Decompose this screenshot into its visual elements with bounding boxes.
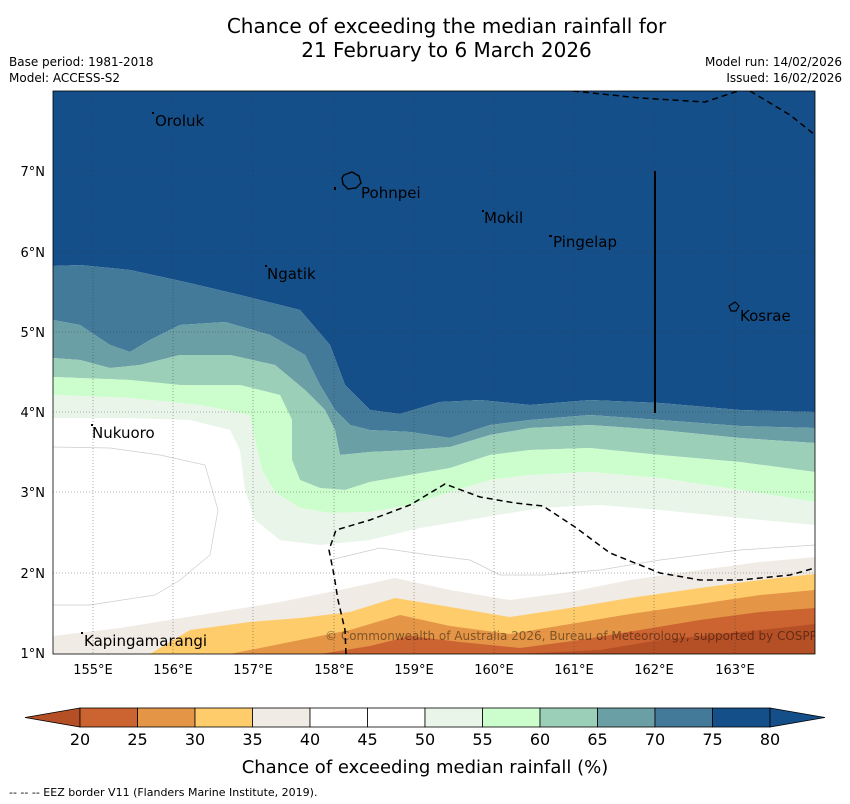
lat-tick-1: 1°N bbox=[21, 647, 46, 662]
lat-tick-7: 7°N bbox=[21, 165, 46, 180]
issued-label: Issued: 16/02/2026 bbox=[726, 71, 842, 85]
lon-tick-160: 160°E bbox=[474, 663, 514, 678]
lat-tick-6: 6°N bbox=[21, 246, 46, 261]
colorbar: 20 25 30 35 40 45 50 55 60 65 70 75 80 bbox=[24, 707, 826, 749]
title-line-1: Chance of exceeding the median rainfall … bbox=[226, 14, 667, 38]
footnote: -- -- -- EEZ border V11 (Flanders Marine… bbox=[9, 786, 318, 799]
band-55 bbox=[53, 395, 815, 545]
lat-tick-2: 2°N bbox=[21, 567, 46, 582]
band-20 bbox=[520, 624, 815, 654]
place-label-mokil: Mokil bbox=[484, 209, 523, 227]
lat-tick-3: 3°N bbox=[21, 486, 46, 501]
colorbar-tick-label: 20 bbox=[70, 730, 90, 749]
colorbar-box bbox=[597, 707, 656, 728]
colorbar-box bbox=[137, 707, 196, 728]
colorbar-box bbox=[482, 707, 541, 728]
lat-tick-5: 5°N bbox=[21, 326, 46, 341]
colorbar-box bbox=[309, 707, 368, 728]
colorbar-tick-label: 75 bbox=[702, 730, 722, 749]
colorbar-box bbox=[367, 707, 426, 728]
colorbar-arrow-high bbox=[769, 707, 826, 728]
kosrae-island-shape bbox=[728, 301, 740, 312]
colorbar-box bbox=[539, 707, 598, 728]
title-line-2: 21 February to 6 March 2026 bbox=[301, 38, 592, 62]
place-label-kosrae: Kosrae bbox=[740, 307, 791, 325]
colorbar-box bbox=[712, 707, 771, 728]
band-60 bbox=[53, 377, 815, 513]
band-80 bbox=[53, 91, 815, 414]
graticule bbox=[53, 91, 815, 654]
atoll-markers bbox=[81, 112, 552, 634]
lon-tick-163: 163°E bbox=[715, 663, 755, 678]
colorbar-box bbox=[194, 707, 253, 728]
model-label: Model: ACCESS-S2 bbox=[9, 71, 121, 85]
colorbar-tick-label: 45 bbox=[357, 730, 377, 749]
colorbar-tick-label: 65 bbox=[587, 730, 607, 749]
colorbar-box bbox=[654, 707, 713, 728]
colorbar-tick-label: 30 bbox=[185, 730, 205, 749]
colorbar-tick-label: 55 bbox=[472, 730, 492, 749]
lon-tick-158: 158°E bbox=[314, 663, 354, 678]
place-label-pohnpei: Pohnpei bbox=[361, 184, 421, 202]
colorbar-arrow-low bbox=[24, 707, 81, 728]
probability-field: © Commonwealth of Australia 2026, Bureau… bbox=[53, 91, 830, 654]
colorbar-box bbox=[252, 707, 311, 728]
colorbar-tick-label: 70 bbox=[645, 730, 665, 749]
lon-tick-157: 157°E bbox=[233, 663, 273, 678]
colorbar-tick-label: 80 bbox=[760, 730, 780, 749]
band-75 bbox=[53, 265, 815, 438]
lon-tick-161: 161°E bbox=[554, 663, 594, 678]
map-frame bbox=[52, 90, 816, 655]
lon-tick-155: 155°E bbox=[73, 663, 113, 678]
colorbar-label: Chance of exceeding median rainfall (%) bbox=[242, 757, 609, 778]
colorbar-tick-label: 35 bbox=[242, 730, 262, 749]
colorbar-tick-label: 50 bbox=[415, 730, 435, 749]
model-run-label: Model run: 14/02/2026 bbox=[704, 55, 842, 69]
colorbar-box bbox=[79, 707, 138, 728]
band-65 bbox=[53, 355, 815, 490]
place-label-nukuoro: Nukuoro bbox=[92, 424, 155, 442]
colorbar-tick-label: 25 bbox=[127, 730, 147, 749]
copyright-text: © Commonwealth of Australia 2026, Bureau… bbox=[325, 629, 830, 643]
lon-tick-159: 159°E bbox=[394, 663, 434, 678]
colorbar-tick-label: 60 bbox=[530, 730, 550, 749]
base-period-label: Base period: 1981-2018 bbox=[9, 55, 154, 69]
lon-tick-162: 162°E bbox=[634, 663, 674, 678]
pohnpei-island-shape bbox=[341, 171, 362, 190]
lat-tick-4: 4°N bbox=[21, 406, 46, 421]
band-70 bbox=[53, 320, 815, 455]
place-label-ngatik: Ngatik bbox=[267, 265, 316, 283]
lon-tick-156: 156°E bbox=[153, 663, 193, 678]
place-label-oroluk: Oroluk bbox=[155, 112, 204, 130]
place-label-pingelap: Pingelap bbox=[553, 233, 617, 251]
eez-border bbox=[328, 91, 815, 654]
colorbar-tick-label: 40 bbox=[300, 730, 320, 749]
colorbar-box bbox=[424, 707, 483, 728]
place-label-kapingamarangi: Kapingamarangi bbox=[84, 632, 207, 650]
